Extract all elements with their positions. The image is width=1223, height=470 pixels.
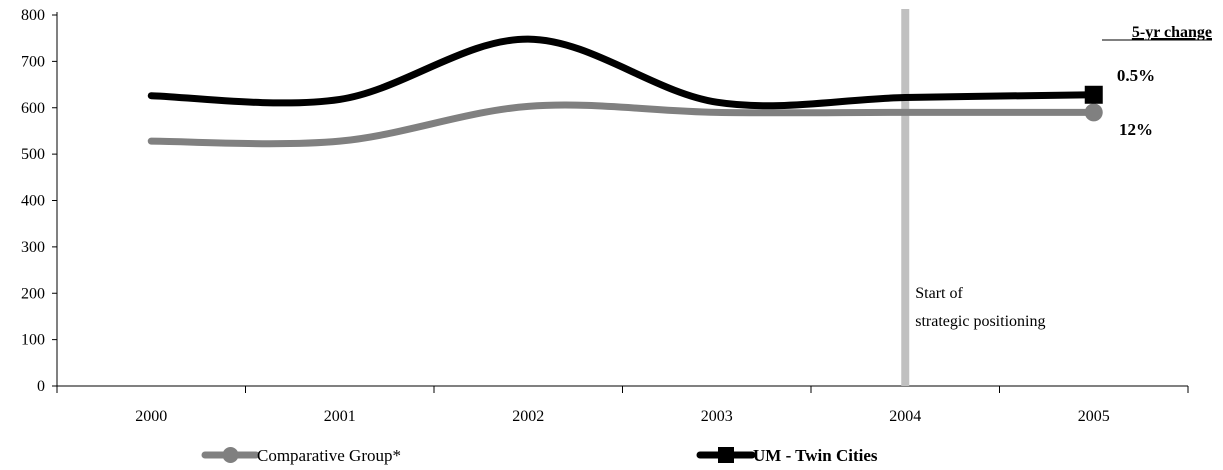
y-tick-label: 0 bbox=[37, 378, 45, 395]
annotation-text-line-2: strategic positioning bbox=[915, 313, 1045, 330]
y-tick-label: 100 bbox=[21, 332, 45, 349]
y-tick-label: 300 bbox=[21, 239, 45, 256]
legend-label: Comparative Group* bbox=[257, 446, 401, 465]
series-comparative-group bbox=[147, 101, 1103, 148]
change-header: 5-yr change bbox=[1132, 24, 1212, 41]
series-end-marker bbox=[1084, 85, 1103, 104]
y-tick-label: 700 bbox=[21, 53, 45, 70]
series-um-twin-cities bbox=[147, 35, 1103, 110]
change-value-label: 12% bbox=[1119, 120, 1153, 139]
y-tick-label: 200 bbox=[21, 285, 45, 302]
legend-swatch-marker bbox=[718, 447, 734, 463]
series-line bbox=[147, 35, 1098, 110]
legend-item: UM - Twin Cities bbox=[696, 446, 878, 465]
x-tick-label: 2001 bbox=[324, 408, 356, 425]
series-end-marker bbox=[1084, 103, 1103, 122]
series-line bbox=[147, 101, 1098, 148]
legend-label: UM - Twin Cities bbox=[753, 446, 878, 465]
y-tick-label: 500 bbox=[21, 146, 45, 163]
x-tick-label: 2000 bbox=[135, 408, 167, 425]
y-tick-label: 400 bbox=[21, 193, 45, 210]
x-tick-label: 2002 bbox=[512, 408, 544, 425]
legend-item: Comparative Group* bbox=[201, 446, 401, 465]
chart-annotation: Start of strategic positioning bbox=[901, 9, 1045, 386]
change-column: 5-yr change 12% 0.5% bbox=[1102, 24, 1212, 139]
chart-legend: Comparative Group* UM - Twin Cities bbox=[201, 446, 878, 465]
y-tick-label: 800 bbox=[21, 7, 45, 24]
annotation-text-line-1: Start of bbox=[915, 285, 963, 302]
y-tick-label: 600 bbox=[21, 100, 45, 117]
chart-ticks: 0 100 200 300 400 500 600 700 800 2000 2001 2002 200… bbox=[21, 7, 1189, 425]
change-value-label: 0.5% bbox=[1117, 66, 1155, 85]
legend-swatch-marker bbox=[222, 447, 239, 463]
x-tick-label: 2005 bbox=[1078, 408, 1110, 425]
x-tick-label: 2004 bbox=[889, 408, 921, 425]
series-layer bbox=[147, 35, 1103, 148]
x-tick-label: 2003 bbox=[701, 408, 733, 425]
